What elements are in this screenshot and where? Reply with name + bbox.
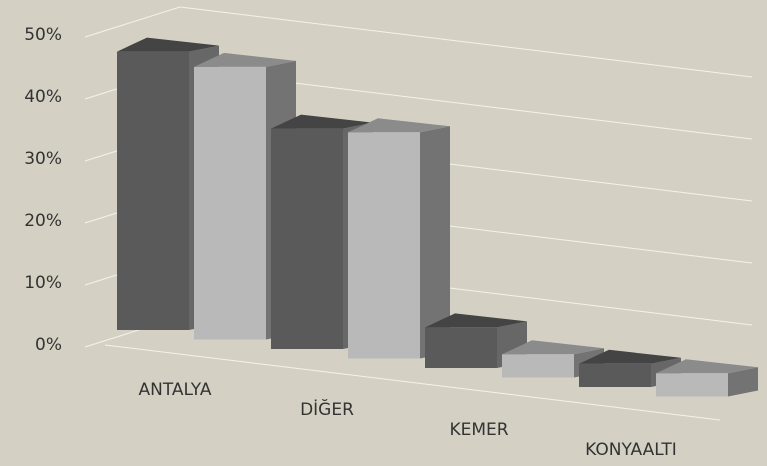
y-tick-label: 50% <box>24 25 62 45</box>
floor-line <box>104 344 721 421</box>
bar <box>425 327 497 368</box>
y-tick-label: 0% <box>35 335 62 355</box>
bar-top <box>579 349 681 364</box>
bar-side <box>728 367 758 397</box>
bar <box>117 51 189 330</box>
bar-top <box>194 52 296 67</box>
bar-top <box>117 37 219 52</box>
x-tick-label: KEMER <box>449 420 508 440</box>
y-tick-label: 30% <box>24 149 62 169</box>
y-tick-label: 40% <box>24 87 62 107</box>
bar <box>194 66 266 340</box>
y-tick-label: 10% <box>24 273 62 293</box>
bar-side <box>420 126 450 359</box>
bar <box>579 363 651 387</box>
x-tick-label: ANTALYA <box>139 380 212 400</box>
y-tick-label: 20% <box>24 211 62 231</box>
x-tick-label: DİĞER <box>300 398 354 420</box>
bar-top <box>502 340 604 355</box>
bar-top <box>271 114 373 129</box>
bar <box>656 373 728 397</box>
bar-top <box>348 118 450 133</box>
grid-line <box>179 6 753 78</box>
bar <box>502 354 574 378</box>
x-tick-label: KONYAALTI <box>585 440 677 460</box>
bar-top <box>656 359 758 374</box>
bar-top <box>425 313 527 328</box>
bar <box>348 132 420 359</box>
grid-line <box>84 6 181 38</box>
bar <box>271 128 343 349</box>
